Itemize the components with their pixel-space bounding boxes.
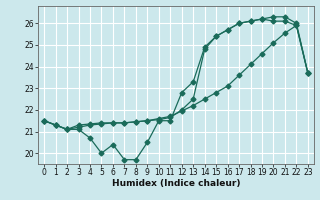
X-axis label: Humidex (Indice chaleur): Humidex (Indice chaleur): [112, 179, 240, 188]
